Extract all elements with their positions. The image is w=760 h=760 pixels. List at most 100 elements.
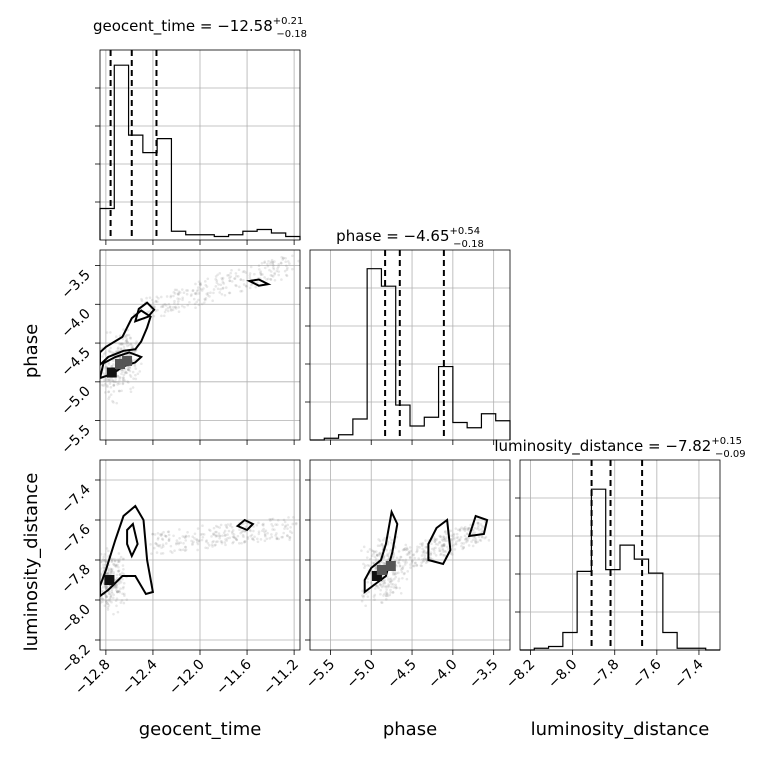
- sample-point: [134, 377, 138, 381]
- sample-point: [442, 544, 446, 548]
- x-tick-label-geocent-time: −12.4: [119, 656, 161, 698]
- sample-point: [104, 594, 108, 598]
- sample-point: [393, 573, 397, 576]
- panel-frame: [99, 459, 301, 651]
- sample-point: [421, 560, 425, 563]
- sample-point: [379, 583, 382, 587]
- sample-point: [438, 540, 442, 544]
- sample-point: [254, 285, 258, 289]
- sample-point: [240, 289, 244, 293]
- sample-point: [110, 569, 114, 572]
- sample-point: [370, 554, 374, 558]
- sample-point: [228, 279, 232, 283]
- sample-point: [216, 540, 219, 543]
- sample-point: [212, 526, 216, 530]
- sample-point: [131, 370, 135, 374]
- sample-point: [227, 273, 231, 277]
- x-axis-label-geocent-time: geocent_time: [139, 719, 262, 740]
- sample-point: [385, 594, 388, 597]
- sample-point: [200, 538, 204, 542]
- sample-point: [273, 260, 276, 263]
- sample-point: [420, 543, 424, 546]
- sample-point: [273, 278, 277, 282]
- x-tick-label-phase: −5.0: [344, 657, 379, 692]
- sample-point: [271, 528, 274, 531]
- sample-point: [185, 289, 188, 292]
- sample-point: [100, 386, 101, 388]
- sample-point: [269, 277, 272, 281]
- sample-point: [259, 273, 263, 276]
- sample-point: [175, 539, 179, 542]
- sample-point: [415, 550, 418, 554]
- density-peak-1: [376, 565, 387, 575]
- sample-point: [375, 553, 379, 556]
- sample-point: [243, 540, 246, 543]
- sample-point: [126, 380, 129, 383]
- sample-point: [462, 528, 465, 531]
- y-tick-label-luminosity-distance: −7.4: [58, 481, 93, 516]
- sample-point: [103, 585, 107, 588]
- sample-point: [183, 536, 187, 540]
- sample-point: [116, 590, 119, 594]
- sample-point: [148, 296, 152, 299]
- sample-point: [184, 534, 188, 538]
- sample-point: [211, 299, 214, 303]
- sample-point: [402, 547, 406, 551]
- sample-point: [92, 585, 95, 588]
- sample-point: [421, 550, 425, 554]
- sample-point: [115, 564, 118, 568]
- sample-point: [194, 282, 197, 286]
- sample-point: [251, 537, 254, 540]
- sample-point: [271, 517, 275, 521]
- sample-point: [213, 544, 217, 547]
- sample-point: [242, 278, 245, 282]
- sample-point: [100, 567, 102, 570]
- sample-point: [159, 534, 163, 537]
- sample-point: [269, 519, 272, 522]
- sample-point: [118, 389, 121, 393]
- sample-point: [408, 546, 412, 549]
- sample-point: [277, 262, 281, 266]
- sample-point: [234, 272, 238, 275]
- sample-point: [362, 595, 365, 599]
- sample-point: [457, 539, 460, 542]
- sample-point: [413, 564, 416, 568]
- sample-point: [107, 379, 111, 382]
- sample-point: [373, 550, 376, 553]
- sample-point: [212, 540, 215, 543]
- sample-point: [120, 599, 124, 602]
- sample-point: [241, 529, 245, 533]
- sample-point: [116, 590, 119, 593]
- sample-point: [103, 553, 106, 556]
- samples-luminosity-distance-vs-geocent-time: [92, 516, 298, 616]
- sample-point: [97, 565, 100, 568]
- sample-point: [455, 532, 459, 536]
- sample-point: [404, 543, 408, 547]
- sample-point: [201, 524, 204, 528]
- sample-point: [168, 305, 172, 309]
- sample-point: [154, 542, 158, 545]
- sample-point: [100, 560, 103, 564]
- sample-point: [112, 593, 115, 597]
- sample-point: [113, 559, 117, 563]
- sample-point: [96, 566, 99, 569]
- sample-point: [162, 530, 165, 534]
- sample-point: [170, 551, 174, 554]
- sample-point: [102, 558, 105, 561]
- sample-point: [477, 522, 480, 525]
- sample-point: [401, 548, 405, 552]
- sample-point: [398, 558, 402, 562]
- sample-point: [451, 553, 454, 556]
- sample-point: [110, 588, 114, 591]
- sample-point: [122, 328, 125, 331]
- sample-point: [105, 572, 109, 576]
- sample-point: [224, 533, 227, 537]
- sample-point: [389, 577, 393, 580]
- x-tick-label-luminosity-distance: −8.2: [503, 657, 538, 692]
- sample-point: [214, 277, 217, 281]
- sample-point: [460, 526, 463, 530]
- sample-point: [283, 520, 287, 524]
- sample-point: [473, 531, 477, 534]
- sample-point: [190, 293, 193, 296]
- sample-point: [471, 544, 475, 548]
